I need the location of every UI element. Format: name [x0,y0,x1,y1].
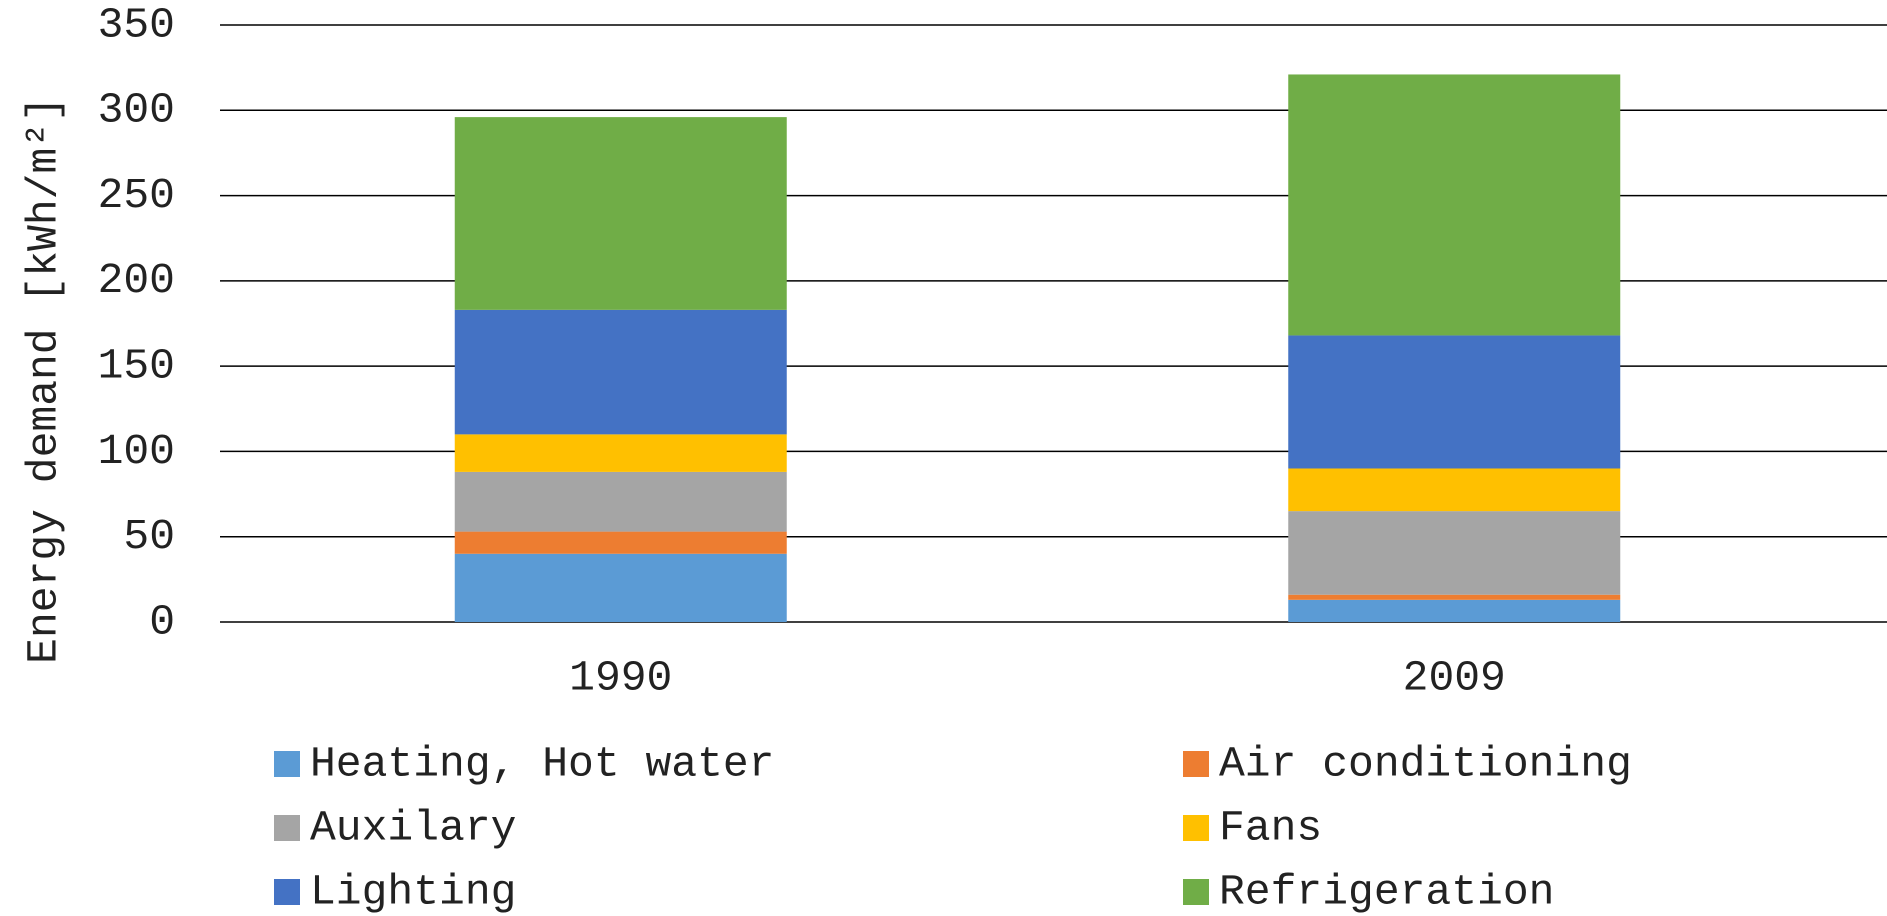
bar-segment [454,117,787,310]
legend-label: Fans [1219,803,1322,852]
y-axis-title: Energy demand [kWh/m²] [19,96,68,664]
bar-segment [454,434,787,472]
legend-swatch [1183,879,1209,905]
legend-label: Refrigeration [1219,867,1554,916]
bar-segment [1288,511,1621,595]
legend-swatch [274,815,300,841]
bar-segment [454,531,787,554]
bar-segment [454,471,787,532]
legend-swatch [274,879,300,905]
x-tick-label: 1990 [569,653,672,702]
y-tick-label: 0 [149,597,175,646]
y-tick-label: 200 [98,256,175,305]
legend-label: Heating, Hot water [310,739,774,788]
bar-segment [1288,599,1621,622]
x-tick-label: 2009 [1403,653,1506,702]
bar-segment [1288,594,1621,600]
bar-segment [1288,335,1621,469]
legend-swatch [1183,751,1209,777]
bar-segment [454,309,787,435]
y-tick-label: 50 [123,512,175,561]
legend-label: Lighting [310,867,516,916]
y-tick-label: 150 [98,342,175,391]
bar-segment [454,553,787,622]
y-tick-label: 300 [98,86,175,135]
y-tick-label: 350 [98,0,175,49]
legend-label: Air conditioning [1219,739,1632,788]
legend-label: Auxilary [310,803,516,852]
bar-segment [1288,74,1621,336]
legend-swatch [1183,815,1209,841]
y-tick-label: 100 [98,427,175,476]
legend-swatch [274,751,300,777]
y-tick-label: 250 [98,171,175,220]
bar-segment [1288,468,1621,512]
